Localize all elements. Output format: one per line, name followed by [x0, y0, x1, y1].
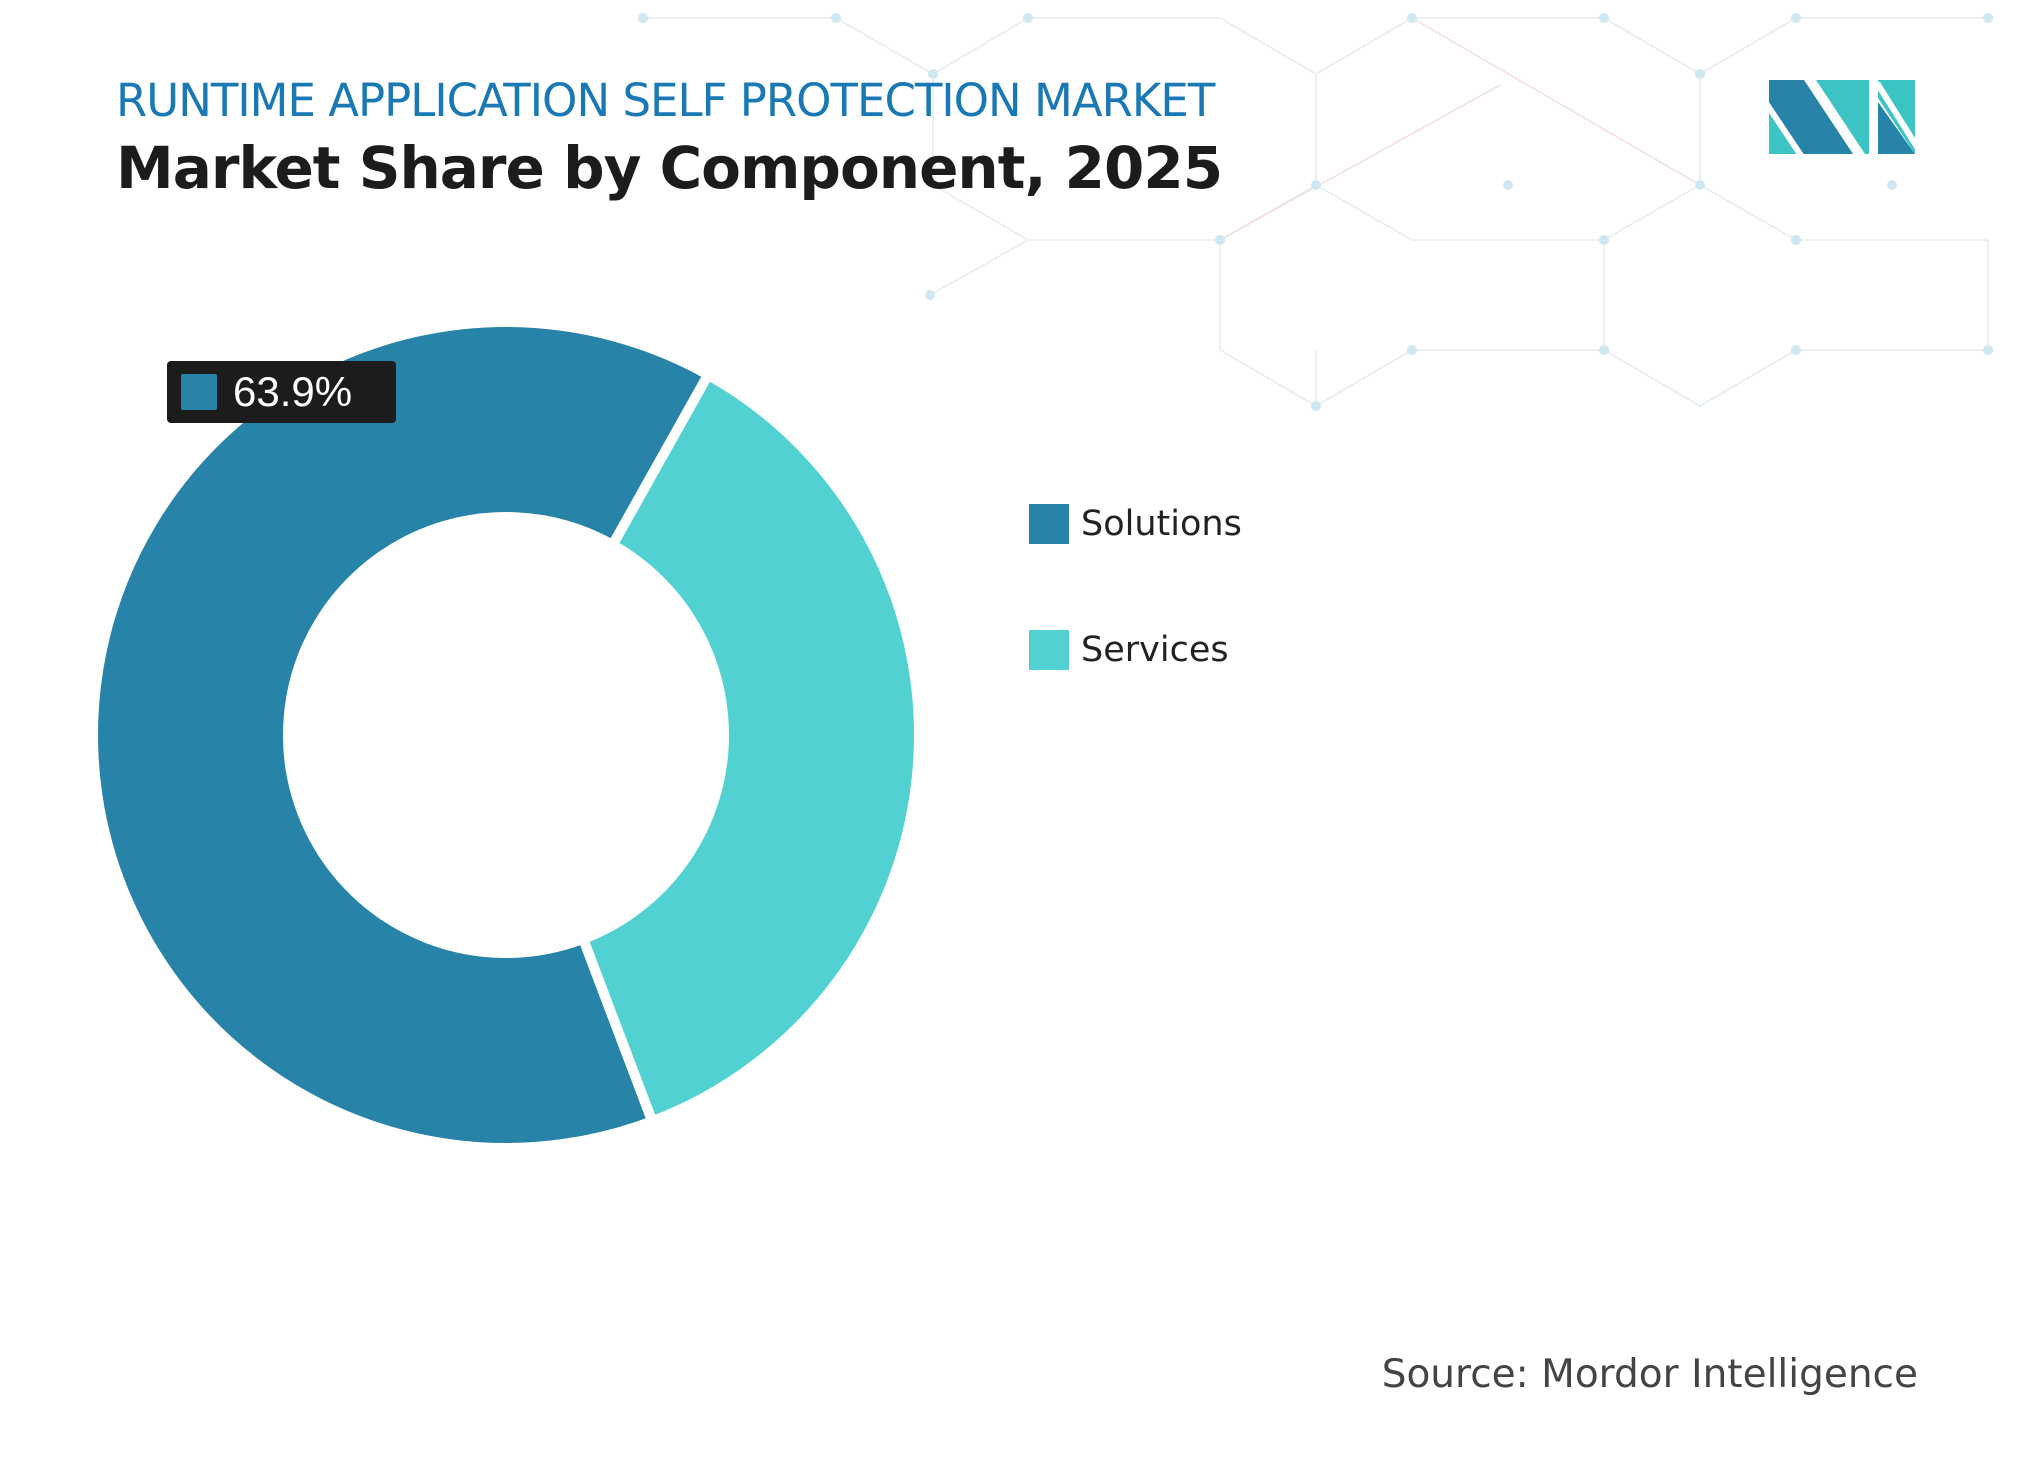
legend-label-services: Services: [1081, 630, 1229, 670]
legend-item-solutions: Solutions: [1029, 504, 1242, 544]
data-label-solutions: 63.9%: [167, 361, 396, 423]
donut-slice-services: [576, 368, 924, 1128]
chart-kicker: RUNTIME APPLICATION SELF PROTECTION MARK…: [116, 74, 1215, 127]
data-label-text: 63.9%: [233, 368, 353, 415]
data-label-swatch: [181, 374, 217, 410]
donut-slice-solutions: [88, 317, 715, 1153]
legend-swatch-services: [1029, 630, 1069, 670]
source-note: Source: Mordor Intelligence: [1381, 1352, 1918, 1397]
mordor-intelligence-logo: [1769, 80, 1915, 154]
legend-swatch-solutions: [1029, 504, 1069, 544]
legend-item-services: Services: [1029, 630, 1229, 670]
legend-label-solutions: Solutions: [1081, 504, 1242, 544]
chart-title: Market Share by Component, 2025: [116, 134, 1223, 202]
